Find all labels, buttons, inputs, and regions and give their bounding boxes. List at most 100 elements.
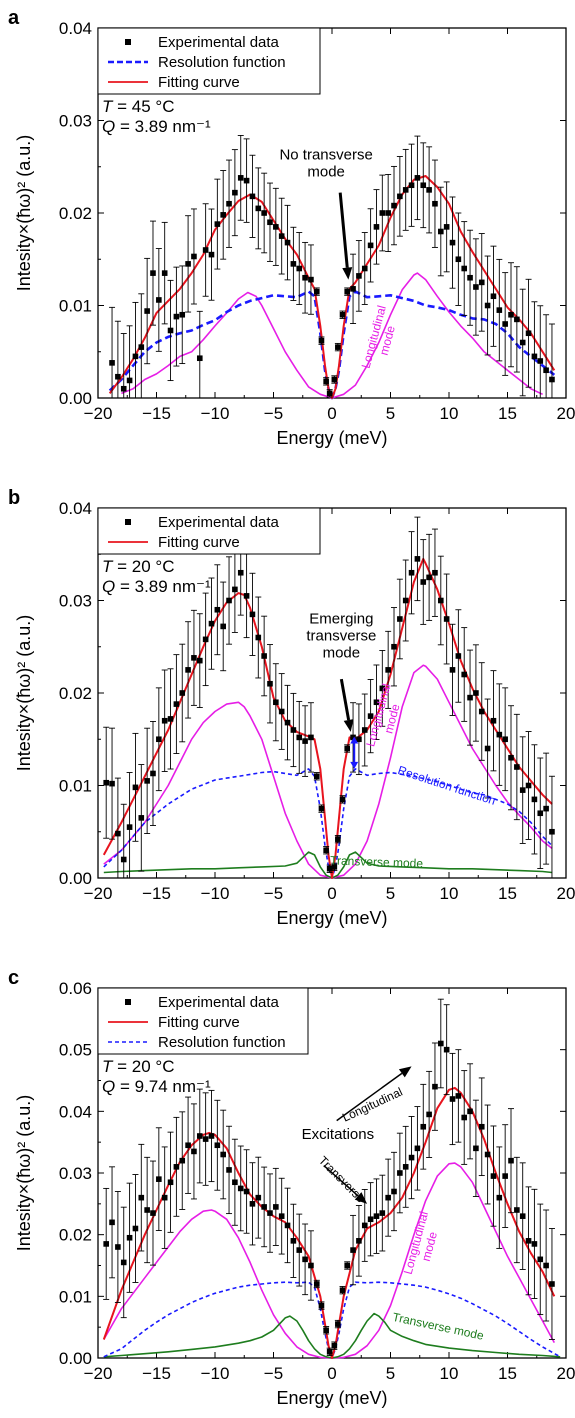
legend-marker — [125, 519, 131, 525]
data-point — [531, 353, 538, 360]
data-point — [302, 274, 308, 281]
legend-label: Experimental data — [158, 34, 280, 51]
data-point — [514, 1207, 520, 1213]
y-tick-label: 0.02 — [59, 204, 92, 223]
data-point — [126, 1234, 133, 1241]
data-point — [443, 1046, 450, 1053]
y-tick-label: 0.03 — [59, 112, 92, 131]
data-point — [237, 175, 244, 181]
data-point — [185, 261, 191, 267]
x-axis-label: Energy (meV) — [276, 428, 387, 448]
data-point — [391, 643, 397, 650]
data-point — [525, 782, 532, 789]
data-point — [490, 293, 497, 300]
data-point — [220, 623, 226, 630]
y-tick-label: 0.05 — [59, 1041, 92, 1060]
data-point — [103, 779, 109, 786]
data-point — [519, 787, 526, 793]
data-point — [467, 694, 473, 701]
data-point — [318, 805, 325, 812]
y-tick-label: 0.00 — [59, 1349, 92, 1368]
data-point — [391, 1188, 397, 1195]
data-point — [496, 307, 503, 313]
data-point — [237, 1185, 244, 1192]
data-point — [296, 734, 303, 741]
x-tick-label: −20 — [84, 404, 113, 423]
data-point — [208, 251, 215, 258]
data-point — [267, 219, 273, 226]
data-point — [484, 302, 491, 309]
data-point — [196, 657, 203, 664]
data-point — [473, 1145, 479, 1152]
data-point — [502, 736, 508, 743]
data-point — [138, 815, 145, 821]
data-point — [344, 288, 351, 295]
arrow-head — [342, 267, 353, 280]
y-tick-label: 0.01 — [59, 777, 92, 796]
data-point — [284, 239, 291, 246]
arrow-head — [343, 719, 354, 732]
x-tick-label: 20 — [557, 404, 575, 423]
annotation-arrow — [336, 1072, 403, 1122]
data-point — [438, 1040, 444, 1047]
data-point — [467, 274, 473, 281]
data-point — [543, 367, 549, 374]
data-point — [179, 311, 186, 318]
data-point — [323, 1327, 329, 1334]
x-tick-label: −15 — [142, 1364, 171, 1383]
data-point — [455, 256, 462, 263]
data-point — [318, 1302, 325, 1309]
legend-label: Experimental data — [158, 994, 280, 1011]
data-point — [344, 1262, 351, 1269]
data-point — [196, 1133, 203, 1139]
data-point — [323, 378, 329, 385]
data-point — [179, 1157, 186, 1164]
x-tick-label: 10 — [440, 884, 459, 903]
y-tick-label: 0.03 — [59, 592, 92, 611]
x-tick-label: −10 — [201, 1364, 230, 1383]
data-point — [356, 1238, 362, 1244]
data-point — [302, 1256, 308, 1263]
y-tick-label: 0.02 — [59, 1226, 92, 1245]
data-point — [313, 773, 320, 780]
data-point — [273, 1204, 279, 1210]
data-point — [126, 824, 133, 830]
data-point — [185, 667, 191, 673]
y-axis-label: Intesity×(ħω)² (a.u.) — [14, 615, 34, 772]
legend-label: Experimental data — [158, 514, 280, 531]
data-point — [161, 717, 168, 724]
data-point — [379, 1210, 386, 1216]
data-point — [356, 736, 362, 743]
annotation-text: Transverse mode — [330, 853, 424, 870]
data-point — [496, 1194, 503, 1201]
legend-marker — [125, 999, 131, 1005]
data-point — [502, 321, 508, 327]
data-point — [191, 655, 197, 661]
data-point — [255, 205, 262, 212]
data-point — [232, 189, 238, 196]
y-tick-label: 0.06 — [59, 979, 92, 998]
data-point — [302, 738, 308, 744]
data-point — [525, 1238, 532, 1244]
data-point — [414, 556, 421, 562]
legend-label: Resolution function — [158, 54, 286, 71]
arrow-head — [398, 1066, 412, 1078]
data-point — [156, 1176, 162, 1182]
data-point — [438, 228, 444, 235]
data-point — [313, 288, 320, 295]
data-point — [543, 805, 549, 812]
data-point — [109, 1219, 115, 1226]
data-point — [144, 778, 150, 784]
data-point — [296, 1247, 303, 1253]
y-axis-label: Intesity×(ħω)² (a.u.) — [14, 1095, 34, 1252]
data-point — [478, 279, 485, 286]
data-point — [391, 202, 397, 209]
data-point — [161, 1194, 168, 1201]
x-tick-label: 10 — [440, 404, 459, 423]
data-point — [249, 1201, 256, 1207]
data-point — [115, 1244, 121, 1250]
data-point — [379, 685, 386, 692]
data-point — [484, 1151, 491, 1158]
data-point — [220, 1151, 226, 1158]
condition-temperature: T = 20 °C — [102, 1057, 174, 1076]
